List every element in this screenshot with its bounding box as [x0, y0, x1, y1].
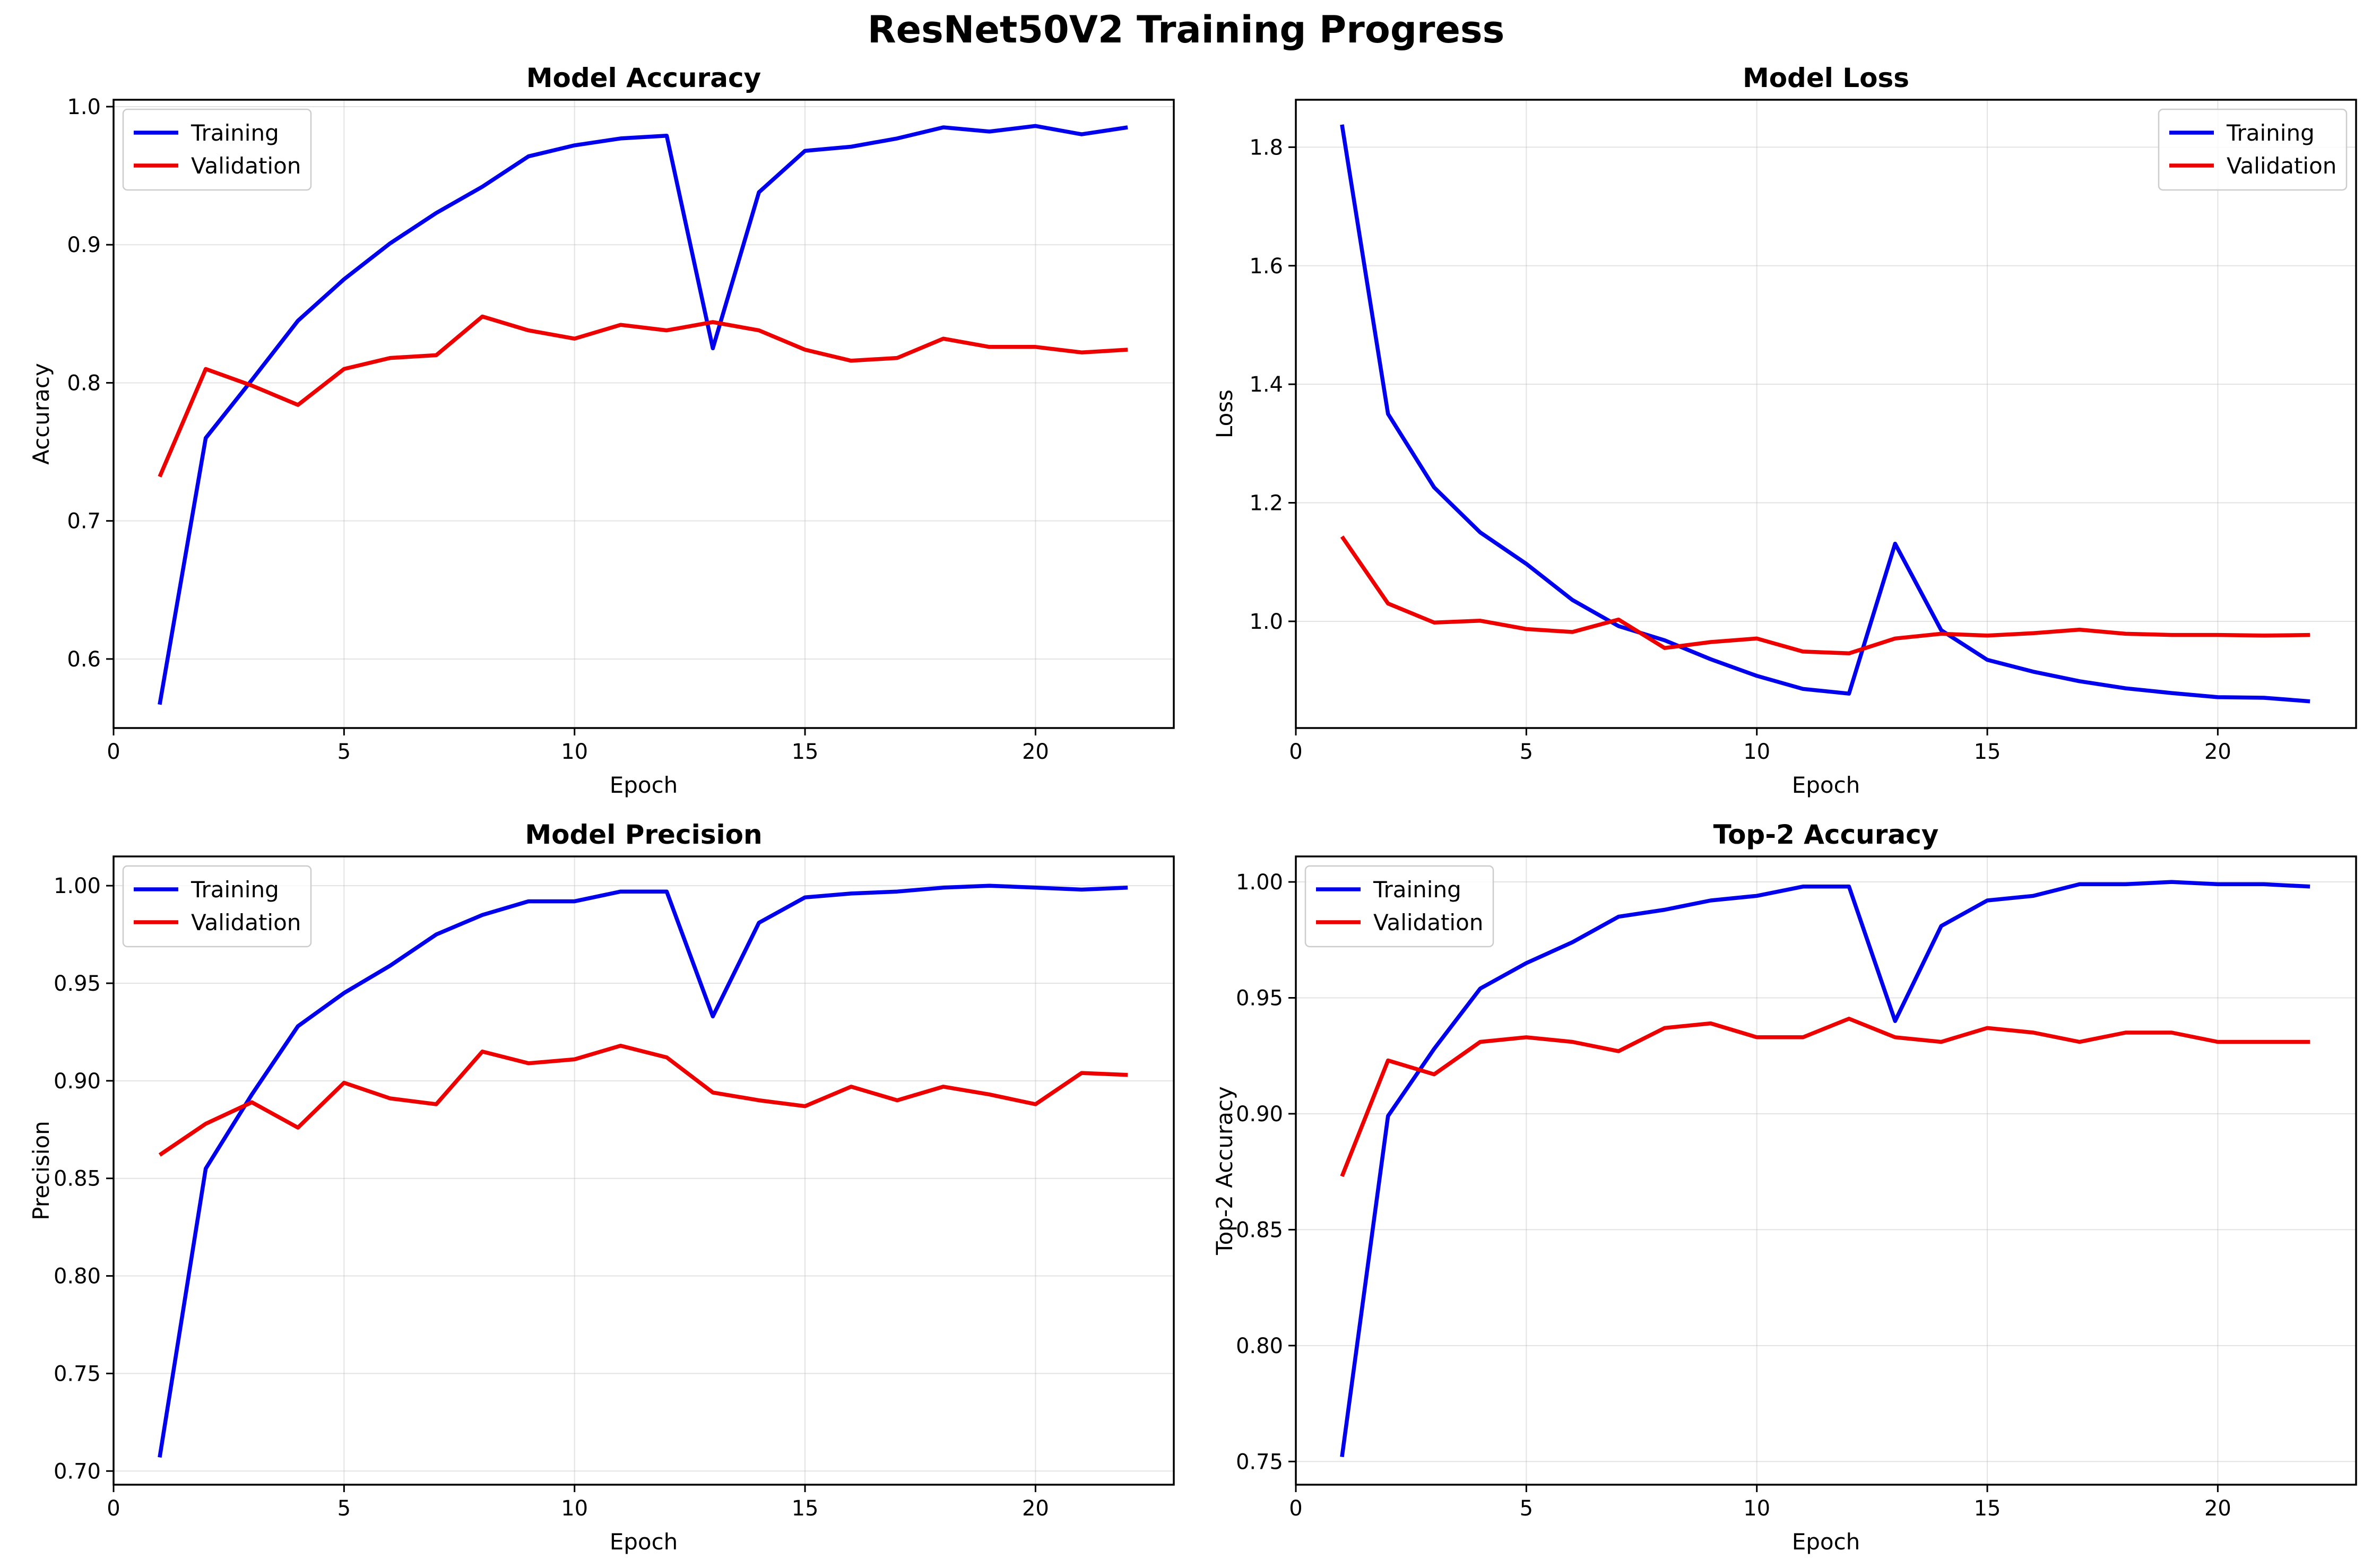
- y-tick-label: 0.9: [67, 233, 101, 257]
- subplot-model-loss: 0 5 10 15 20 1.0 1.2 1.4 1.6 1.8 Model Loss Epoch Lo…: [1211, 63, 2357, 798]
- legend-frame: [122, 865, 312, 948]
- x-tick-label: 20: [2204, 1496, 2231, 1521]
- x-axis-label: Epoch: [610, 1529, 678, 1555]
- y-tick-label: 0.75: [54, 1362, 101, 1386]
- axes-frame: [112, 99, 1175, 729]
- x-tick-label: 10: [561, 740, 588, 764]
- y-axis-label: Top-2 Accuracy: [1211, 1086, 1237, 1255]
- legend-frame: [122, 108, 312, 191]
- legend-label-training: Training: [2226, 120, 2315, 146]
- x-tick-label: 20: [1022, 740, 1049, 764]
- subplot-title: Top-2 Accuracy: [1713, 819, 1939, 850]
- series-line-training: [158, 124, 1128, 705]
- subplot-grid: 0 5 10 15 20 0.6 0.7 0.8 0.9 1.0 Model Accuracy Epo…: [28, 63, 2357, 1555]
- axes-frame: [112, 855, 1175, 1486]
- x-tick-label: 10: [1743, 740, 1770, 764]
- y-tick-label: 0.85: [54, 1167, 101, 1191]
- legend: Training Validation: [1304, 865, 1494, 948]
- y-tick-label: 0.90: [1236, 1102, 1283, 1127]
- y-axis-label: Accuracy: [28, 363, 54, 465]
- x-tick-label: 20: [1022, 1496, 1049, 1521]
- x-tick-label: 15: [792, 1496, 819, 1521]
- y-axis-label: Precision: [28, 1121, 54, 1220]
- subplot-model-accuracy: 0 5 10 15 20 0.6 0.7 0.8 0.9 1.0 Model Accuracy Epo…: [28, 63, 1175, 798]
- x-tick-label: 15: [1974, 1496, 2001, 1521]
- y-tick-label: 1.8: [1249, 135, 1283, 160]
- legend-label-validation: Validation: [191, 153, 301, 179]
- y-tick-label: 0.90: [54, 1069, 101, 1094]
- y-tick-label: 0.8: [67, 371, 101, 395]
- y-tick-label: 0.70: [54, 1459, 101, 1484]
- x-tick-label: 5: [337, 740, 351, 764]
- legend: Training Validation: [122, 865, 312, 948]
- subplot-title: Model Accuracy: [526, 63, 761, 93]
- y-tick-label: 0.95: [1236, 986, 1283, 1011]
- x-tick-label: 5: [1520, 1496, 1533, 1521]
- y-tick-label: 0.75: [1236, 1450, 1283, 1474]
- x-axis-label: Epoch: [610, 772, 678, 798]
- y-tick-label: 1.4: [1249, 372, 1283, 397]
- x-tick-label: 10: [1743, 1496, 1770, 1521]
- subplot-title: Model Loss: [1743, 63, 1909, 93]
- legend-label-validation: Validation: [1373, 909, 1483, 935]
- legend-label-validation: Validation: [2227, 153, 2336, 179]
- x-tick-label: 15: [1974, 740, 2001, 764]
- y-tick-label: 0.85: [1236, 1218, 1283, 1242]
- y-tick-label: 1.0: [1249, 610, 1283, 634]
- y-tick-label: 1.0: [67, 95, 101, 119]
- series-line-training: [1340, 124, 2310, 704]
- x-tick-label: 0: [1289, 740, 1302, 764]
- y-tick-label: 0.80: [54, 1264, 101, 1289]
- legend-label-training: Training: [191, 120, 279, 146]
- y-tick-label: 0.95: [54, 972, 101, 996]
- series-line-training: [1340, 880, 2310, 1458]
- x-tick-label: 10: [561, 1496, 588, 1521]
- x-tick-label: 0: [1289, 1496, 1302, 1521]
- series-line-validation: [158, 1043, 1128, 1157]
- subplot-title: Model Precision: [525, 819, 762, 850]
- y-tick-label: 1.00: [1236, 870, 1283, 895]
- legend-frame: [2158, 108, 2348, 191]
- y-axis-label: Loss: [1211, 389, 1237, 438]
- figure-title: ResNet50V2 Training Progress: [868, 8, 1505, 51]
- legend: Training Validation: [122, 108, 312, 191]
- legend-frame: [1304, 865, 1494, 948]
- y-tick-label: 1.6: [1249, 254, 1283, 279]
- x-tick-label: 0: [107, 740, 120, 764]
- series-line-validation: [1340, 1017, 2310, 1177]
- series-line-validation: [1340, 535, 2310, 656]
- x-tick-label: 5: [1520, 740, 1533, 764]
- series-line-training: [158, 883, 1128, 1458]
- x-axis-label: Epoch: [1792, 1529, 1860, 1555]
- x-axis-label: Epoch: [1792, 772, 1860, 798]
- axes-frame: [1295, 855, 2357, 1486]
- y-tick-label: 1.00: [54, 874, 101, 898]
- legend-label-training: Training: [1373, 877, 1461, 903]
- x-tick-label: 15: [792, 740, 819, 764]
- y-tick-label: 0.6: [67, 647, 101, 672]
- x-tick-label: 20: [2204, 740, 2231, 764]
- legend-label-training: Training: [191, 877, 279, 903]
- y-tick-label: 0.7: [67, 509, 101, 534]
- subplot-top-2-accuracy: 0 5 10 15 20 0.75 0.80 0.85 0.90 0.95 1.00 Top-2 Ac…: [1211, 819, 2357, 1555]
- y-tick-label: 1.2: [1249, 491, 1283, 516]
- legend-label-validation: Validation: [191, 909, 301, 935]
- x-tick-label: 5: [337, 1496, 351, 1521]
- series-line-validation: [158, 314, 1128, 478]
- axes-frame: [1295, 99, 2357, 729]
- x-tick-label: 0: [107, 1496, 120, 1521]
- legend: Training Validation: [2158, 108, 2348, 191]
- y-tick-label: 0.80: [1236, 1334, 1283, 1358]
- subplot-model-precision: 0 5 10 15 20 0.70 0.75 0.80 0.85 0.90 0.95 1.00 Mode…: [28, 819, 1175, 1555]
